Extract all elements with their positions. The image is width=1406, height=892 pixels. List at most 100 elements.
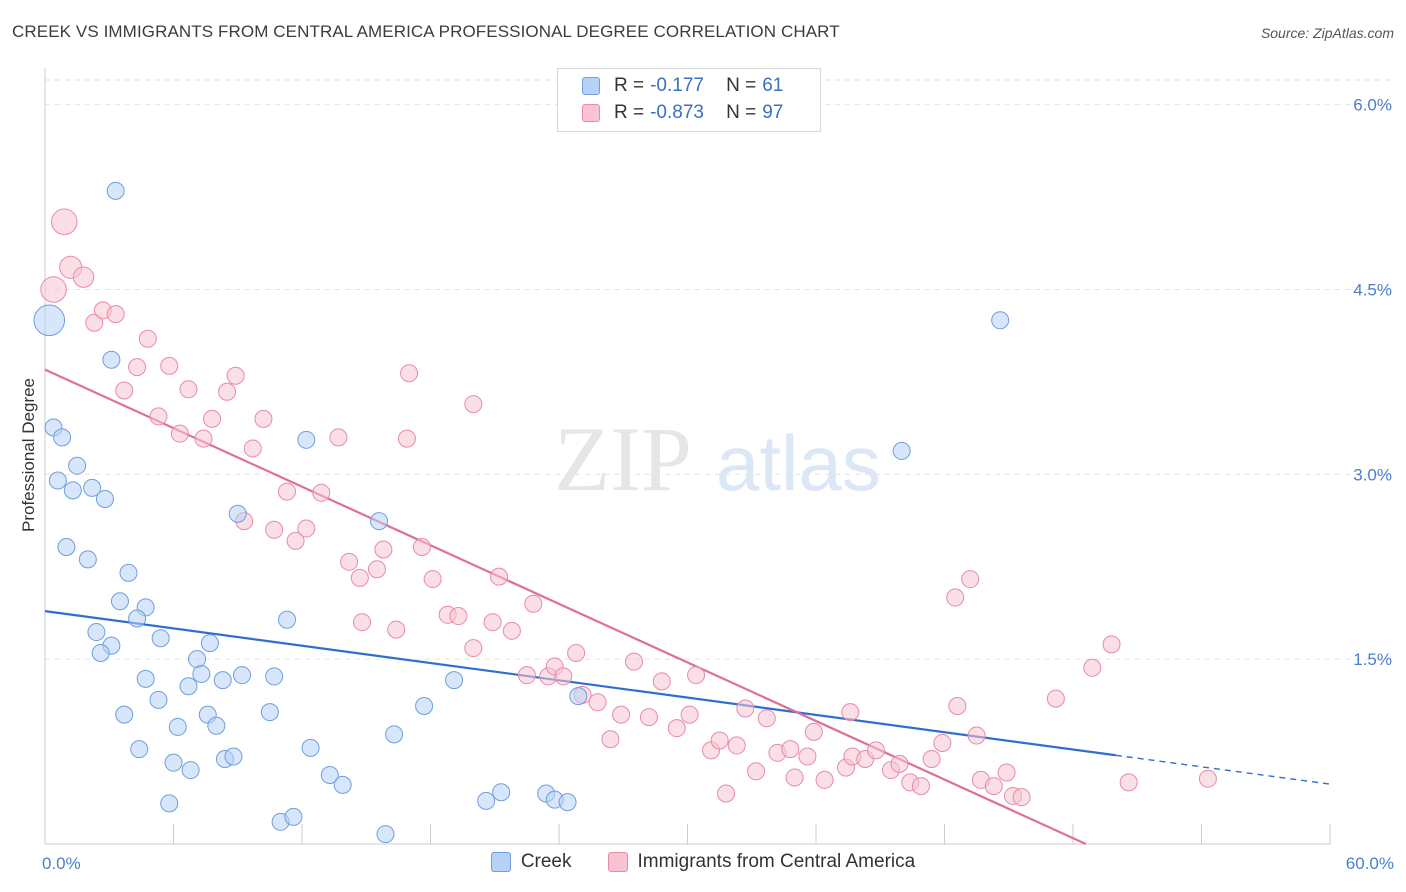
- creek-point: [265, 667, 284, 686]
- immigrants-swatch: [582, 104, 600, 122]
- immigrants-point: [464, 395, 483, 414]
- immigrants-point: [352, 613, 371, 632]
- immigrants-point: [179, 380, 198, 399]
- legend-label-immigrants: Immigrants from Central America: [637, 851, 916, 872]
- immigrants-point: [804, 722, 823, 741]
- creek-point: [164, 753, 183, 772]
- immigrants-point: [781, 740, 800, 759]
- creek-point: [233, 666, 252, 685]
- immigrants-point: [312, 483, 331, 502]
- immigrants-point: [72, 266, 95, 288]
- immigrants-point: [1119, 773, 1138, 792]
- creek-point: [207, 716, 226, 735]
- immigrants-point: [374, 540, 393, 559]
- immigrants-point: [278, 482, 297, 501]
- immigrants-point: [397, 429, 416, 448]
- creek-point: [130, 740, 149, 759]
- immigrants-point: [984, 777, 1003, 796]
- creek-point: [445, 671, 464, 690]
- n-value: 61: [762, 75, 784, 96]
- watermark: ZIP atlas: [554, 408, 881, 510]
- legend-label-creek: Creek: [520, 851, 572, 872]
- immigrants-point: [747, 762, 766, 781]
- creek-point: [492, 783, 511, 802]
- immigrants-point: [639, 708, 658, 727]
- immigrants-point: [890, 754, 909, 773]
- immigrants-point: [138, 329, 157, 348]
- immigrants-point: [449, 607, 468, 626]
- immigrants-point: [350, 568, 369, 587]
- immigrants-point: [265, 520, 284, 539]
- creek-point: [192, 664, 211, 683]
- immigrants-point: [51, 208, 78, 235]
- creek-point: [297, 430, 316, 449]
- creek-point: [284, 807, 303, 826]
- immigrants-point: [194, 429, 213, 448]
- immigrants-point: [1012, 788, 1031, 807]
- creek-point: [136, 669, 155, 688]
- creek-point: [415, 696, 434, 715]
- immigrants-point: [961, 570, 980, 589]
- r-value: -0.177: [650, 75, 704, 96]
- y-tick-label: 3.0%: [1353, 465, 1392, 484]
- immigrants-point: [1198, 769, 1217, 788]
- creek-point: [991, 311, 1010, 330]
- legend-item-creek[interactable]: Creek: [490, 851, 572, 873]
- creek-point: [385, 725, 404, 744]
- immigrants-point: [911, 777, 930, 796]
- immigrants-point: [667, 719, 686, 738]
- creek-point: [48, 471, 67, 490]
- immigrants-point: [554, 667, 573, 686]
- immigrants-point: [946, 588, 965, 607]
- r-value: -0.873: [650, 102, 704, 123]
- immigrants-point: [340, 552, 359, 571]
- immigrants-point: [785, 768, 804, 787]
- creek-point: [278, 610, 297, 629]
- creek-point: [477, 791, 496, 810]
- immigrants-point: [106, 305, 125, 324]
- legend-row-creek: R = -0.177 N = 61: [582, 73, 783, 99]
- creek-point: [151, 629, 170, 648]
- immigrants-point: [1046, 689, 1065, 708]
- immigrants-point: [85, 313, 104, 332]
- immigrants-point: [329, 428, 348, 447]
- creek-point: [333, 775, 352, 794]
- immigrants-point: [967, 726, 986, 745]
- immigrants-point: [710, 731, 729, 750]
- y-tick-label: 4.5%: [1353, 280, 1392, 299]
- creek-point: [128, 609, 147, 628]
- creek-swatch: [582, 77, 600, 95]
- immigrants-point: [567, 644, 586, 662]
- n-label: N =: [726, 102, 757, 123]
- creek-point: [115, 705, 134, 724]
- immigrants-point: [115, 381, 134, 400]
- creek-point: [83, 478, 102, 497]
- creek-point: [160, 794, 179, 813]
- x-tick-label-max: 60.0%: [1346, 854, 1394, 873]
- immigrants-point: [736, 699, 755, 718]
- series-legend: Creek Immigrants from Central America: [0, 851, 1406, 873]
- immigrants-point: [652, 672, 671, 691]
- creek-point: [224, 747, 243, 766]
- watermark-atlas: atlas: [716, 419, 881, 507]
- immigrants-point: [483, 613, 502, 632]
- immigrants-point: [160, 356, 179, 375]
- immigrants-point: [841, 703, 860, 722]
- immigrants-point: [612, 705, 631, 724]
- creek-point: [228, 504, 247, 523]
- creek-point: [68, 456, 87, 475]
- immigrants-point: [601, 730, 620, 749]
- immigrants-trend-line: [44, 368, 1087, 846]
- immigrants-point: [128, 358, 147, 377]
- immigrants-point: [367, 560, 386, 579]
- immigrants-point: [412, 538, 431, 557]
- immigrants-point: [815, 770, 834, 789]
- immigrants-point: [464, 639, 483, 658]
- creek-point: [320, 765, 339, 784]
- watermark-zip: ZIP: [554, 408, 692, 510]
- legend-item-immigrants[interactable]: Immigrants from Central America: [607, 851, 916, 873]
- creek-point: [119, 563, 138, 582]
- chart-title: CREEK VS IMMIGRANTS FROM CENTRAL AMERICA…: [12, 22, 840, 41]
- y-axis-label: Professional Degree: [19, 378, 38, 532]
